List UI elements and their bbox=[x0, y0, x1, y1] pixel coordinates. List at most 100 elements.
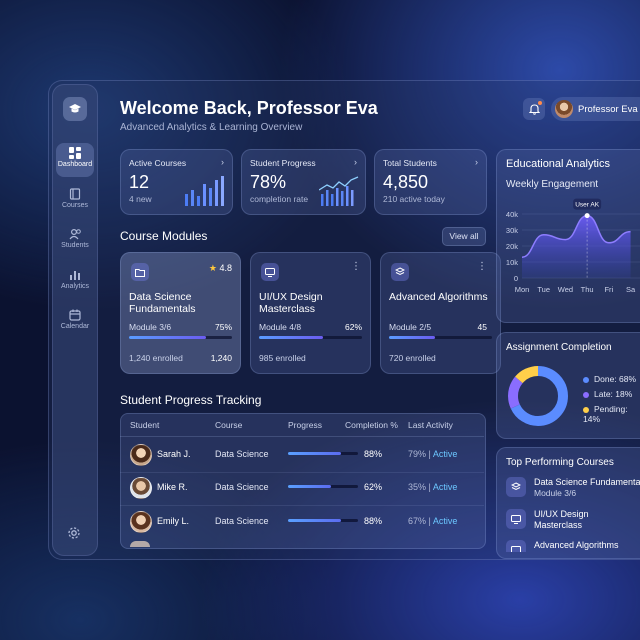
module-progress-label: Module 2/5 bbox=[389, 322, 432, 332]
mini-bar-chart bbox=[185, 176, 224, 206]
legend-done: Done: 68% bbox=[583, 374, 636, 384]
module-card[interactable]: ⋮ Advanced Algorithms Module 2/5 45 720 … bbox=[380, 252, 501, 374]
table-row[interactable]: Mike R. Data Science 62% 35% | Active bbox=[120, 473, 484, 505]
x-tick-label: Sa bbox=[626, 285, 636, 294]
star-icon: ★ bbox=[208, 263, 217, 273]
module-name: Data Science Fundamentals bbox=[129, 291, 196, 315]
student-completion: 88% bbox=[364, 449, 383, 459]
tooltip-label: User AK bbox=[575, 202, 600, 209]
monitor-icon bbox=[261, 263, 279, 281]
sidebar-item-dashboard[interactable]: Dashboard bbox=[56, 143, 94, 177]
chevron-right-icon[interactable]: › bbox=[354, 157, 357, 167]
module-card[interactable]: ★ 4.8 Data Science Fundamentals Module 3… bbox=[120, 252, 241, 374]
section-title-progress-tracking: Student Progress Tracking bbox=[120, 393, 262, 407]
module-progress-bar bbox=[389, 336, 492, 339]
table-row[interactable]: Emily L. Data Science 88% 67% | Active bbox=[120, 507, 484, 539]
profile-menu[interactable]: Professor Eva bbox=[551, 97, 640, 121]
sidebar-item-label: Students bbox=[61, 242, 89, 249]
legend-label: Done: 68% bbox=[594, 374, 637, 384]
module-percent: 45 bbox=[477, 322, 487, 332]
chevron-right-icon[interactable]: › bbox=[475, 157, 478, 167]
last-value: 79% bbox=[408, 449, 427, 459]
calendar-icon bbox=[69, 309, 81, 321]
module-percent: 62% bbox=[344, 322, 362, 332]
more-icon[interactable]: ⋮ bbox=[351, 261, 361, 272]
student-last-activity: 79% | Active bbox=[408, 449, 458, 459]
rating-value: 4.8 bbox=[219, 263, 232, 273]
module-progress-fill bbox=[389, 336, 436, 339]
column-header: Student bbox=[130, 420, 160, 430]
module-progress-bar bbox=[259, 336, 362, 339]
graduation-cap-icon[interactable] bbox=[63, 97, 87, 121]
table-row[interactable]: Sarah J. Data Science 88% 79% | Active bbox=[120, 440, 484, 472]
y-tick-label: 30k bbox=[506, 226, 518, 235]
sidebar-item-label: Dashboard bbox=[57, 161, 93, 168]
student-completion: 88% bbox=[364, 516, 383, 526]
dashboard-icon bbox=[69, 147, 81, 159]
page-title: Welcome Back, Professor Eva bbox=[120, 98, 378, 118]
stat-value: 12 bbox=[129, 172, 150, 192]
view-all-button[interactable]: View all bbox=[442, 227, 486, 246]
student-course: Data Science bbox=[215, 449, 269, 459]
engagement-chart: 40k 30k 20k 10k 0 User AK Mon Tue Wed Thu Fri Sa bbox=[506, 198, 640, 294]
section-title-course-modules: Course Modules bbox=[120, 229, 208, 243]
student-progress-bar bbox=[288, 485, 358, 488]
notifications-button[interactable] bbox=[523, 98, 545, 120]
profile-name: Professor Eva bbox=[578, 103, 638, 115]
student-last-activity: 67% | Active bbox=[408, 516, 458, 526]
stat-label: Student Progress bbox=[250, 158, 316, 168]
stat-card-student-progress[interactable]: Student Progress › 78% completion rate bbox=[241, 149, 366, 215]
module-percent: 75% bbox=[214, 322, 232, 332]
student-progress-fill bbox=[288, 485, 332, 488]
top-course-name: Advanced Algorithms bbox=[534, 540, 619, 550]
module-enrolled: 985 enrolled bbox=[259, 353, 306, 363]
progress-table bbox=[120, 413, 486, 549]
sidebar-item-analytics[interactable]: Analytics bbox=[56, 265, 94, 299]
analytics-panel: Educational Analytics Weekly Engagement bbox=[496, 149, 640, 323]
folder-icon bbox=[131, 263, 149, 281]
avatar bbox=[130, 541, 150, 547]
status-badge: Active bbox=[432, 516, 458, 526]
module-name: UI/UX Design Masterclass bbox=[259, 291, 323, 315]
module-progress-fill bbox=[129, 336, 207, 339]
stat-card-active-courses[interactable]: Active Courses › 12 4 new bbox=[120, 149, 233, 215]
legend-dot bbox=[583, 376, 589, 383]
sidebar-item-calendar[interactable]: Calendar bbox=[56, 305, 94, 339]
users-icon bbox=[69, 228, 81, 240]
top-course-sub: Module 3/6 bbox=[534, 488, 577, 498]
legend-label: Pending: 14% bbox=[583, 404, 628, 424]
stat-label: Active Courses bbox=[129, 158, 187, 168]
highlight-point[interactable] bbox=[584, 213, 590, 219]
more-icon[interactable]: ⋮ bbox=[477, 261, 487, 272]
chevron-right-icon[interactable]: › bbox=[221, 157, 224, 167]
last-value: 35% bbox=[408, 482, 427, 492]
monitor-icon bbox=[506, 509, 526, 529]
y-tick-label: 20k bbox=[506, 242, 518, 251]
module-enrolled: 1,240 enrolled bbox=[129, 353, 183, 363]
divider bbox=[120, 472, 484, 473]
engagement-line bbox=[521, 214, 631, 258]
sidebar-item-students[interactable]: Students bbox=[56, 224, 94, 258]
student-name: Emily L. bbox=[157, 516, 190, 526]
stat-sub: 4 new bbox=[129, 194, 152, 204]
x-tick-label: Thu bbox=[581, 285, 594, 294]
student-last-activity: 35% | Active bbox=[408, 482, 458, 492]
sidebar-item-courses[interactable]: Courses bbox=[56, 184, 94, 218]
module-progress-bar bbox=[129, 336, 232, 339]
top-courses-panel: Top Performing Courses bbox=[496, 447, 640, 559]
engagement-area bbox=[522, 215, 631, 278]
notification-dot bbox=[538, 101, 542, 105]
gear-icon[interactable] bbox=[67, 526, 81, 545]
stat-value: 78% bbox=[250, 172, 287, 192]
x-tick-label: Fri bbox=[604, 285, 613, 294]
calendar-icon bbox=[506, 540, 526, 552]
legend-label: Late: 18% bbox=[594, 389, 633, 399]
avatar bbox=[130, 511, 152, 533]
assignment-donut-chart bbox=[508, 366, 568, 426]
student-progress-bar bbox=[288, 452, 358, 455]
layers-icon bbox=[391, 263, 409, 281]
mini-line-bar-chart bbox=[319, 176, 359, 206]
top-course-item[interactable]: Advanced Algorithms bbox=[506, 540, 640, 552]
module-card[interactable]: ⋮ UI/UX Design Masterclass Module 4/8 62… bbox=[250, 252, 371, 374]
stat-card-total-students[interactable]: Total Students › 4,850 210 active today bbox=[374, 149, 487, 215]
